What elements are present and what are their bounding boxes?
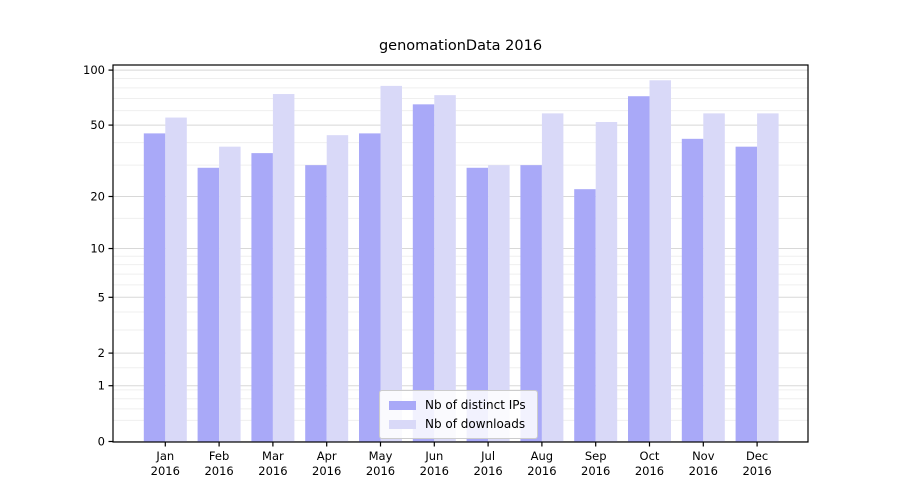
x-tick-label-month-jun: Jun — [424, 449, 443, 463]
x-tick-label-year-nov: 2016 — [689, 464, 718, 478]
bar-nb-of-distinct-ips-may — [359, 133, 381, 442]
bar-nb-of-downloads-nov — [703, 113, 725, 443]
bar-nb-of-distinct-ips-dec — [735, 146, 758, 443]
bar-nb-of-downloads-mar — [272, 94, 295, 442]
x-tick-label-month-jul: Jul — [480, 449, 495, 463]
x-tick-label-month-may: May — [369, 449, 393, 463]
legend-swatch-downloads — [389, 419, 416, 429]
x-tick-label-month-sep: Sep — [585, 449, 607, 463]
legend-swatch-distinct-ips — [389, 400, 416, 410]
bar-nb-of-distinct-ips-feb — [197, 167, 220, 442]
chart-title: genomationData 2016 — [378, 38, 543, 54]
x-tick-label-year-oct: 2016 — [635, 464, 664, 478]
bar-nb-of-downloads-may — [380, 85, 402, 442]
bar-nb-of-distinct-ips-sep — [574, 189, 596, 442]
legend-row-downloads: Nb of downloads — [389, 417, 526, 431]
y-tick-label-100: 100 — [83, 63, 105, 77]
bar-nb-of-distinct-ips-jan — [143, 133, 166, 442]
bar-nb-of-downloads-jun — [434, 95, 456, 443]
x-tick-label-year-sep: 2016 — [581, 464, 610, 478]
bar-nb-of-distinct-ips-aug — [520, 165, 542, 442]
x-tick-label-month-aug: Aug — [531, 449, 553, 463]
legend-label-downloads: Nb of downloads — [425, 417, 526, 431]
x-tick-label-year-dec: 2016 — [742, 464, 771, 478]
bar-nb-of-downloads-apr — [326, 135, 349, 442]
y-tick-label-50: 50 — [90, 118, 105, 132]
bar-nb-of-downloads-sep — [595, 121, 618, 442]
x-tick-label-month-nov: Nov — [692, 449, 715, 463]
x-tick-label-year-may: 2016 — [366, 464, 395, 478]
bar-nb-of-downloads-dec — [757, 113, 779, 443]
x-tick-label-year-apr: 2016 — [312, 464, 341, 478]
x-tick-label-year-jun: 2016 — [420, 464, 449, 478]
y-tick-label-1: 1 — [98, 379, 105, 393]
y-tick-label-20: 20 — [90, 189, 105, 203]
y-tick-label-0: 0 — [98, 435, 105, 449]
bar-nb-of-downloads-jan — [165, 117, 187, 442]
x-tick-label-month-dec: Dec — [746, 449, 768, 463]
bar-nb-of-downloads-aug — [541, 113, 564, 443]
bar-nb-of-distinct-ips-jun — [412, 104, 435, 443]
bar-nb-of-downloads-oct — [649, 80, 671, 443]
x-tick-label-year-aug: 2016 — [527, 464, 556, 478]
x-tick-label-year-jul: 2016 — [473, 464, 502, 478]
x-tick-label-year-mar: 2016 — [258, 464, 287, 478]
bar-nb-of-distinct-ips-jul — [466, 167, 489, 442]
x-tick-label-year-feb: 2016 — [204, 464, 233, 478]
legend-row-distinct-ips: Nb of distinct IPs — [389, 398, 526, 412]
x-tick-label-month-mar: Mar — [262, 449, 284, 463]
legend: Nb of distinct IPs Nb of downloads — [379, 390, 538, 439]
y-tick-label-2: 2 — [98, 346, 105, 360]
bar-nb-of-distinct-ips-oct — [628, 96, 650, 443]
bar-nb-of-downloads-jul — [488, 165, 510, 442]
y-tick-label-10: 10 — [90, 242, 105, 256]
bar-nb-of-distinct-ips-mar — [251, 153, 273, 443]
x-tick-label-month-apr: Apr — [317, 449, 337, 463]
bar-nb-of-distinct-ips-nov — [681, 138, 704, 442]
plot-frame — [112, 64, 809, 443]
x-tick-label-month-jan: Jan — [155, 449, 174, 463]
x-tick-label-year-jan: 2016 — [151, 464, 180, 478]
x-tick-label-month-oct: Oct — [640, 449, 660, 463]
bar-nb-of-downloads-feb — [219, 146, 241, 443]
bar-nb-of-distinct-ips-apr — [305, 165, 327, 442]
legend-label-distinct-ips: Nb of distinct IPs — [425, 398, 526, 412]
y-tick-label-5: 5 — [98, 290, 105, 304]
x-tick-label-month-feb: Feb — [209, 449, 229, 463]
